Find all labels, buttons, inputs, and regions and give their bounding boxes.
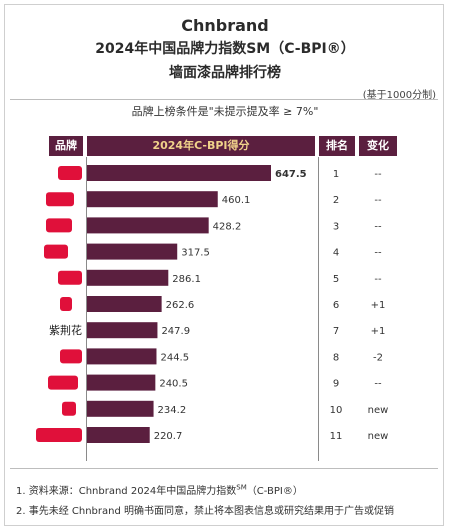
rank-label: 4 bbox=[333, 248, 339, 259]
chart-title-brand: Chnbrand bbox=[181, 16, 269, 35]
rank-divider bbox=[318, 157, 319, 461]
change-label: +1 bbox=[371, 300, 386, 311]
bar bbox=[87, 296, 162, 312]
footnote-copyright: 2. 事先未经 Chnbrand 明确书面同意，禁止将本图表信息或研究结果用于广… bbox=[16, 506, 395, 517]
bar bbox=[87, 217, 209, 234]
rank-label: 3 bbox=[333, 221, 339, 232]
change-label: -- bbox=[374, 379, 382, 390]
column-header-score: 2024年C-BPI得分 bbox=[87, 136, 315, 156]
redacted-brand-marker bbox=[46, 192, 74, 207]
change-label: -- bbox=[374, 274, 382, 285]
change-label: new bbox=[368, 431, 389, 442]
change-label: new bbox=[368, 405, 389, 416]
change-label: -- bbox=[374, 195, 382, 206]
change-label: -- bbox=[374, 169, 382, 180]
redacted-brand-marker bbox=[46, 218, 72, 233]
rank-label: 10 bbox=[330, 405, 343, 416]
redacted-brand-marker bbox=[58, 270, 82, 285]
axis-line bbox=[86, 157, 87, 461]
redacted-brand-marker bbox=[58, 166, 82, 180]
chart-title-index: 2024年中国品牌力指数SM（C-BPI®） bbox=[95, 41, 355, 57]
listing-condition: 品牌上榜条件是"未提示提及率 ≥ 7%" bbox=[131, 105, 319, 118]
bar bbox=[87, 427, 150, 443]
rank-label: 6 bbox=[333, 300, 339, 311]
bar bbox=[87, 269, 169, 286]
bar bbox=[87, 348, 157, 365]
redacted-brand-marker bbox=[60, 349, 82, 364]
redacted-brand-marker bbox=[62, 401, 76, 416]
change-label: -2 bbox=[373, 352, 383, 363]
value-label: 460.1 bbox=[222, 195, 251, 206]
column-header-brand: 品牌 bbox=[49, 136, 83, 156]
value-label: 244.5 bbox=[160, 352, 189, 363]
category-label: 紫荆花 bbox=[49, 324, 82, 337]
value-label: 647.5 bbox=[275, 169, 307, 180]
bar bbox=[87, 243, 178, 260]
change-label: +1 bbox=[371, 326, 386, 337]
redacted-brand-marker bbox=[48, 375, 78, 390]
change-label: -- bbox=[374, 248, 382, 259]
value-label: 317.5 bbox=[181, 248, 210, 259]
rank-label: 1 bbox=[333, 169, 339, 180]
rank-label: 8 bbox=[333, 352, 339, 363]
rank-label: 5 bbox=[333, 274, 339, 285]
rank-label: 2 bbox=[333, 195, 339, 206]
value-label: 247.9 bbox=[161, 326, 190, 337]
value-label: 286.1 bbox=[172, 274, 201, 285]
change-label: -- bbox=[374, 221, 382, 232]
bar bbox=[87, 322, 158, 339]
value-label: 234.2 bbox=[158, 405, 187, 416]
top-divider bbox=[10, 99, 438, 100]
footnote-source: 1. 资料来源：Chnbrand 2024年中国品牌力指数SM（C-BPI®） bbox=[16, 483, 303, 497]
redacted-brand-marker bbox=[36, 428, 82, 442]
column-header-change: 变化 bbox=[359, 136, 397, 156]
rank-label: 9 bbox=[333, 379, 339, 390]
footer-divider bbox=[10, 468, 438, 469]
rank-label: 11 bbox=[330, 431, 343, 442]
rank-label: 7 bbox=[333, 326, 339, 337]
value-label: 428.2 bbox=[213, 221, 242, 232]
redacted-brand-marker bbox=[60, 297, 72, 311]
bar bbox=[87, 400, 154, 417]
chart-title-category: 墙面漆品牌排行榜 bbox=[169, 65, 281, 81]
unit-note: (基于1000分制) bbox=[362, 90, 436, 101]
value-label: 262.6 bbox=[166, 300, 195, 311]
bar bbox=[87, 191, 218, 208]
column-header-rank: 排名 bbox=[319, 136, 355, 156]
value-label: 240.5 bbox=[159, 379, 188, 390]
redacted-brand-marker bbox=[44, 244, 68, 259]
value-label: 220.7 bbox=[154, 431, 183, 442]
bar bbox=[87, 165, 271, 181]
bar bbox=[87, 374, 156, 391]
